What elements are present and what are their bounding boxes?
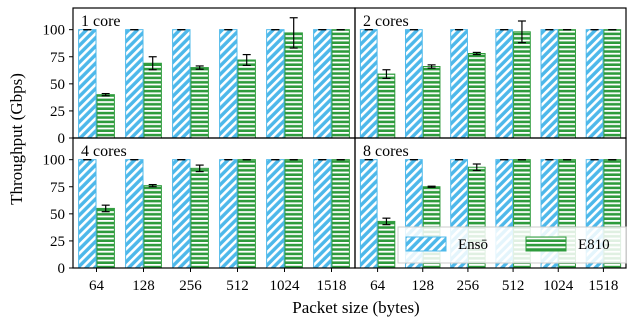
x-tick-label: 512 (226, 278, 249, 294)
bar-e810-64 (96, 207, 115, 269)
panels: 1 core 2 cores 4 cores 8 cores (72, 7, 627, 269)
x-tick-label: 1024 (270, 278, 301, 294)
bar-e810-512 (513, 31, 531, 139)
x-tick-label: 64 (370, 278, 386, 294)
errbar-e810-512 (242, 53, 251, 67)
y-tick-label: 0 (58, 261, 66, 277)
errbar-e810-64 (101, 92, 110, 97)
errbar-e810-256 (472, 51, 481, 56)
errbar-e810-128 (148, 56, 157, 71)
bar-e810-64 (377, 220, 396, 269)
bar-e810-512 (237, 159, 256, 269)
panel-frame (354, 137, 627, 269)
errbar-e810-256 (195, 164, 204, 173)
bar-enso-256 (450, 29, 468, 139)
errbar-e810-64 (101, 204, 110, 213)
legend-label-enso: Ensō (458, 237, 488, 253)
y-tick-label: 0 (58, 131, 66, 147)
bar-enso-1024 (266, 29, 285, 139)
x-tick-label: 64 (89, 278, 105, 294)
bar-e810-128 (422, 66, 441, 139)
bar-enso-64 (359, 159, 378, 269)
y-tick-label: 75 (50, 50, 65, 66)
y-axis-title: Throughput (Gbps) (7, 73, 26, 205)
panel-title: 2 cores (363, 13, 409, 30)
y-tick-label: 100 (43, 23, 66, 39)
bar-enso-1518 (585, 29, 604, 139)
bar-e810-64 (377, 73, 396, 139)
panel-2: 2 cores (354, 7, 627, 139)
x-tick-label: 1518 (317, 278, 347, 294)
bar-e810-1518 (331, 29, 350, 139)
errbar-e810-512 (517, 20, 526, 44)
x-tick-label: 1518 (588, 278, 618, 294)
bar-enso-64 (359, 29, 378, 139)
bar-e810-1518 (331, 159, 350, 269)
panel-title: 4 cores (81, 143, 127, 160)
panel-title: 8 cores (363, 143, 409, 160)
y-tick-label: 75 (50, 180, 65, 196)
bar-enso-64 (78, 29, 97, 139)
x-tick-label: 1024 (543, 278, 574, 294)
y-tick-label: 25 (50, 104, 65, 120)
errbar-e810-256 (472, 163, 481, 172)
x-tick-label: 128 (412, 278, 435, 294)
bar-e810-1024 (284, 159, 303, 269)
y-tick-label: 50 (50, 207, 65, 223)
bar-enso-128 (125, 159, 144, 269)
bar-enso-128 (125, 29, 144, 139)
bar-enso-1518 (313, 159, 332, 269)
y-axis: 0 25 50 75 100 0 25 50 75 100 (43, 23, 73, 277)
bar-enso-128 (405, 29, 423, 139)
bar-enso-512 (219, 29, 238, 139)
bar-enso-512 (495, 29, 514, 139)
bar-enso-256 (172, 159, 191, 269)
bar-enso-64 (78, 159, 97, 269)
legend: Ensō E810 (397, 226, 627, 264)
x-tick-label: 256 (179, 278, 202, 294)
y-tick-label: 100 (43, 153, 66, 169)
bar-enso-1518 (313, 29, 332, 139)
errbar-e810-256 (195, 65, 204, 70)
x-tick-label: 128 (132, 278, 155, 294)
errbar-e810-128 (427, 185, 436, 188)
bar-e810-128 (143, 62, 162, 139)
x-tick-label: 512 (502, 278, 525, 294)
bar-e810-128 (143, 185, 162, 269)
errbar-e810-128 (148, 183, 157, 188)
panel-title: 1 core (81, 13, 121, 30)
bar-e810-256 (190, 67, 209, 139)
bar-enso-1024 (266, 159, 285, 269)
bar-e810-1024 (558, 29, 576, 139)
bar-e810-512 (237, 59, 256, 139)
legend-swatch-e810 (525, 236, 567, 252)
y-tick-label: 25 (50, 234, 65, 250)
bar-enso-1024 (540, 29, 559, 139)
x-axis: 64 128 256 512 1024 1518 64 128 256 512 1024 1518 (89, 268, 618, 294)
errbar-e810-1024 (289, 17, 298, 49)
bar-e810-1518 (603, 29, 622, 139)
bar-e810-256 (467, 53, 486, 139)
bar-enso-256 (172, 29, 191, 139)
errbar-e810-64 (382, 69, 391, 80)
x-axis-title: Packet size (bytes) (292, 298, 419, 317)
panel-1: 1 core (72, 7, 356, 139)
y-tick-label: 50 (50, 77, 65, 93)
errbar-e810-64 (382, 217, 391, 226)
x-tick-label: 256 (457, 278, 480, 294)
bar-e810-64 (96, 94, 115, 139)
bar-e810-256 (190, 167, 209, 269)
legend-swatch-enso (405, 236, 447, 252)
errbar-e810-128 (427, 64, 436, 69)
legend-label-e810: E810 (578, 237, 610, 253)
panel-3: 4 cores (72, 137, 356, 269)
bar-enso-512 (219, 159, 238, 269)
